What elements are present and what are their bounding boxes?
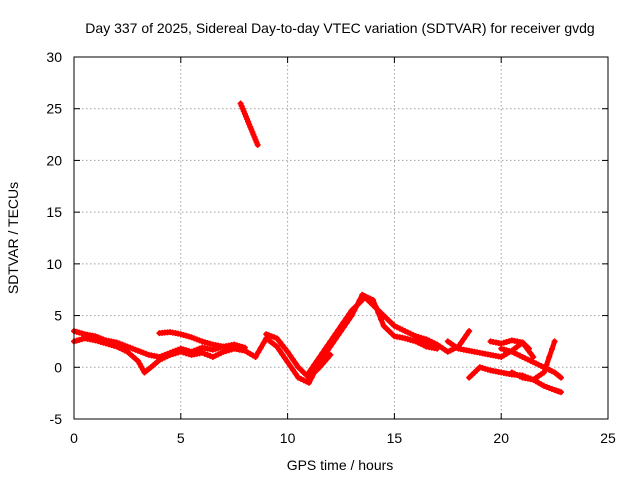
y-tick-label: 0 bbox=[54, 359, 62, 375]
y-tick-label: 10 bbox=[46, 256, 62, 272]
data-point bbox=[530, 353, 537, 360]
data-point bbox=[292, 370, 299, 377]
data-point bbox=[281, 355, 288, 362]
data-point bbox=[540, 369, 547, 376]
data-point bbox=[321, 346, 328, 353]
data-point bbox=[241, 344, 248, 351]
data-point bbox=[460, 335, 467, 342]
x-tick-label: 5 bbox=[177, 430, 185, 446]
data-point bbox=[254, 141, 261, 148]
data-point bbox=[332, 330, 339, 337]
data-point bbox=[546, 353, 553, 360]
data-point bbox=[319, 350, 326, 357]
data-point bbox=[324, 354, 331, 361]
data-point bbox=[308, 365, 315, 372]
series-sat-d bbox=[237, 100, 261, 148]
data-point bbox=[458, 339, 465, 346]
data-point bbox=[287, 352, 294, 359]
data-point bbox=[276, 347, 283, 354]
series-sat-a bbox=[71, 291, 441, 386]
plot-frame bbox=[73, 56, 609, 420]
data-point bbox=[327, 338, 334, 345]
data-point bbox=[335, 326, 342, 333]
data-point bbox=[463, 331, 470, 338]
data-point bbox=[338, 322, 344, 329]
y-tick-label: 5 bbox=[54, 308, 62, 324]
data-point bbox=[558, 389, 565, 396]
data-point bbox=[378, 316, 385, 323]
data-point bbox=[558, 374, 565, 381]
data-point bbox=[276, 338, 283, 345]
data-point bbox=[319, 361, 326, 368]
data-point bbox=[305, 379, 312, 386]
data-point bbox=[321, 358, 328, 365]
x-tick-label: 10 bbox=[280, 430, 296, 446]
data-point bbox=[551, 338, 558, 345]
series-sat-i bbox=[444, 338, 537, 360]
series-trace bbox=[71, 292, 440, 386]
y-tick-label: 15 bbox=[46, 204, 62, 220]
x-tick-label: 20 bbox=[493, 430, 509, 446]
series-sat-f bbox=[305, 297, 366, 376]
data-point bbox=[287, 362, 294, 369]
data-point bbox=[527, 350, 534, 357]
data-point bbox=[525, 345, 532, 352]
series-sat-m bbox=[508, 338, 558, 383]
series-sat-e bbox=[263, 331, 334, 381]
data-point bbox=[284, 348, 291, 355]
data-point bbox=[220, 343, 227, 350]
data-point bbox=[316, 364, 323, 371]
data-point bbox=[292, 360, 299, 367]
data-point bbox=[305, 369, 312, 376]
data-point bbox=[273, 343, 280, 350]
y-axis-label: SDTVAR / TECUs bbox=[5, 182, 21, 294]
data-point bbox=[311, 361, 318, 368]
data-point bbox=[279, 351, 286, 358]
data-point bbox=[281, 345, 288, 352]
data-point bbox=[466, 328, 473, 335]
series-sat-c bbox=[156, 329, 227, 350]
data-point bbox=[343, 315, 350, 322]
data-point bbox=[257, 344, 264, 351]
y-tick-label: -5 bbox=[50, 411, 63, 427]
data-point bbox=[279, 342, 286, 349]
series-layer bbox=[71, 100, 565, 396]
data-point bbox=[324, 342, 331, 349]
tick-layer: 0 5 10 15 20 25 -5 0 5 10 15 20 25 30 bbox=[46, 49, 616, 446]
x-tick-label: 25 bbox=[600, 430, 616, 446]
data-point bbox=[346, 311, 353, 318]
data-point bbox=[255, 349, 262, 356]
grid-layer bbox=[74, 57, 608, 419]
chart-title: Day 337 of 2025, Sidereal Day-to-day VTE… bbox=[85, 20, 594, 36]
x-tick-label: 0 bbox=[70, 430, 78, 446]
series-sat-k bbox=[487, 337, 532, 352]
y-tick-label: 20 bbox=[46, 152, 62, 168]
data-point bbox=[284, 359, 291, 366]
y-tick-label: 30 bbox=[46, 49, 62, 65]
data-point bbox=[548, 346, 555, 353]
data-point bbox=[252, 353, 259, 360]
x-tick-label: 15 bbox=[387, 430, 403, 446]
data-point bbox=[329, 334, 336, 341]
data-point bbox=[273, 335, 280, 342]
data-point bbox=[260, 339, 267, 346]
data-point bbox=[289, 366, 296, 373]
series-sat-b bbox=[71, 328, 248, 360]
data-point bbox=[327, 351, 334, 358]
y-tick-label: 25 bbox=[46, 101, 62, 117]
data-point bbox=[316, 353, 323, 360]
data-point bbox=[340, 319, 347, 326]
x-axis-label: GPS time / hours bbox=[287, 457, 394, 473]
data-point bbox=[289, 356, 296, 363]
data-point bbox=[543, 361, 550, 368]
data-point bbox=[313, 357, 320, 364]
